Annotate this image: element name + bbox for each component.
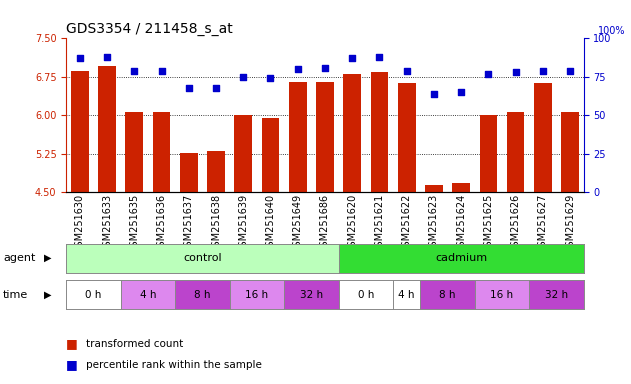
Text: GDS3354 / 211458_s_at: GDS3354 / 211458_s_at (66, 22, 233, 36)
Point (347, 55, 357, 61)
Bar (126, 112, 143, 384)
Bar (534, 83, 551, 384)
Text: percentile rank within the sample: percentile rank within the sample (86, 360, 262, 370)
Point (374, 54, 384, 60)
Point (456, 89, 466, 95)
Text: ▶: ▶ (44, 290, 51, 300)
Text: 16 h: 16 h (245, 290, 268, 300)
Point (184, 84, 194, 91)
Bar (71, 71, 89, 384)
Point (293, 66, 303, 72)
Text: 32 h: 32 h (545, 290, 568, 300)
Bar (235, 115, 252, 384)
Bar (425, 185, 443, 384)
Point (320, 65, 330, 71)
Bar (98, 66, 116, 384)
Point (211, 84, 221, 91)
Point (538, 68, 548, 74)
Point (239, 74, 249, 80)
Bar (507, 112, 524, 384)
Text: cadmium: cadmium (435, 253, 487, 263)
Text: transformed count: transformed count (86, 339, 184, 349)
Bar (207, 151, 225, 384)
Text: ▶: ▶ (44, 253, 51, 263)
Text: 4 h: 4 h (398, 290, 415, 300)
Bar (180, 152, 198, 384)
Text: agent: agent (3, 253, 35, 263)
Point (129, 68, 139, 74)
Bar (480, 115, 497, 384)
Text: control: control (183, 253, 221, 263)
Text: ■: ■ (66, 358, 78, 371)
Text: 16 h: 16 h (490, 290, 514, 300)
Text: time: time (3, 290, 28, 300)
Point (156, 68, 167, 74)
Bar (398, 83, 416, 384)
Text: 8 h: 8 h (194, 290, 211, 300)
Text: 0 h: 0 h (358, 290, 374, 300)
Point (75, 55, 85, 61)
Bar (262, 118, 280, 384)
Point (266, 75, 276, 81)
Bar (370, 72, 388, 384)
Text: 8 h: 8 h (439, 290, 456, 300)
Bar (561, 112, 579, 384)
Text: 4 h: 4 h (139, 290, 156, 300)
Point (483, 71, 493, 77)
Point (102, 54, 112, 60)
Bar (153, 112, 170, 384)
Text: 100%: 100% (598, 26, 625, 36)
Text: ■: ■ (66, 337, 78, 350)
Bar (343, 74, 361, 384)
Text: 0 h: 0 h (85, 290, 102, 300)
Point (510, 69, 521, 75)
Bar (316, 82, 334, 384)
Bar (289, 83, 307, 384)
Point (401, 68, 411, 74)
Text: 32 h: 32 h (300, 290, 323, 300)
Point (565, 68, 575, 74)
Bar (452, 183, 470, 384)
Point (429, 91, 439, 97)
